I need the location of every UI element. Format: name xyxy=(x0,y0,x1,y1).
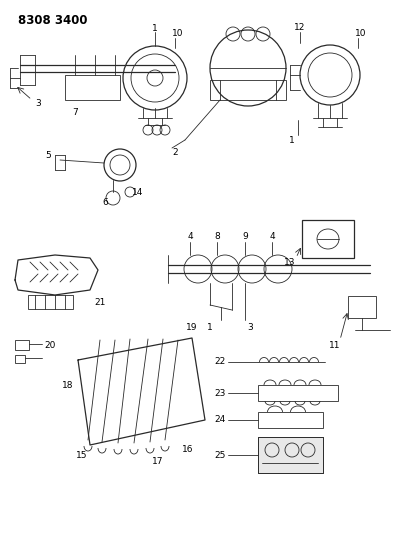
Text: 2: 2 xyxy=(172,148,178,157)
Text: 1: 1 xyxy=(207,324,212,333)
Text: 24: 24 xyxy=(214,416,225,424)
Text: 15: 15 xyxy=(76,450,88,459)
Text: 11: 11 xyxy=(328,342,340,351)
Text: 1: 1 xyxy=(152,23,157,33)
Text: 10: 10 xyxy=(354,28,366,37)
Bar xyxy=(301,220,353,258)
Text: 12: 12 xyxy=(294,22,305,31)
Text: 9: 9 xyxy=(242,231,247,240)
Text: 4: 4 xyxy=(269,231,274,240)
Text: 14: 14 xyxy=(132,188,143,197)
Text: 10: 10 xyxy=(172,28,183,37)
Bar xyxy=(257,437,322,473)
Bar xyxy=(257,385,337,401)
Bar xyxy=(15,355,25,363)
Text: 7: 7 xyxy=(72,108,78,117)
Text: 8: 8 xyxy=(213,231,219,240)
Text: 6: 6 xyxy=(102,198,108,206)
Text: 17: 17 xyxy=(152,457,163,466)
Text: 13: 13 xyxy=(283,257,295,266)
Text: 8308 3400: 8308 3400 xyxy=(18,14,87,27)
Text: 3: 3 xyxy=(35,99,41,108)
Bar xyxy=(257,437,322,473)
Text: 5: 5 xyxy=(45,150,51,159)
Text: 23: 23 xyxy=(214,389,225,398)
Bar xyxy=(347,296,375,318)
Bar xyxy=(65,75,120,100)
Text: 22: 22 xyxy=(214,358,225,367)
Text: 25: 25 xyxy=(214,450,225,459)
Text: 19: 19 xyxy=(186,324,197,333)
Text: 20: 20 xyxy=(44,341,56,350)
Bar xyxy=(15,340,29,350)
Text: 16: 16 xyxy=(182,446,193,455)
Bar xyxy=(28,295,73,309)
Text: 21: 21 xyxy=(94,297,106,306)
Text: 1: 1 xyxy=(288,135,294,144)
Bar xyxy=(257,412,322,428)
Text: 18: 18 xyxy=(62,381,74,390)
Text: 4: 4 xyxy=(187,231,192,240)
Text: 3: 3 xyxy=(247,324,252,333)
Bar xyxy=(209,80,285,100)
